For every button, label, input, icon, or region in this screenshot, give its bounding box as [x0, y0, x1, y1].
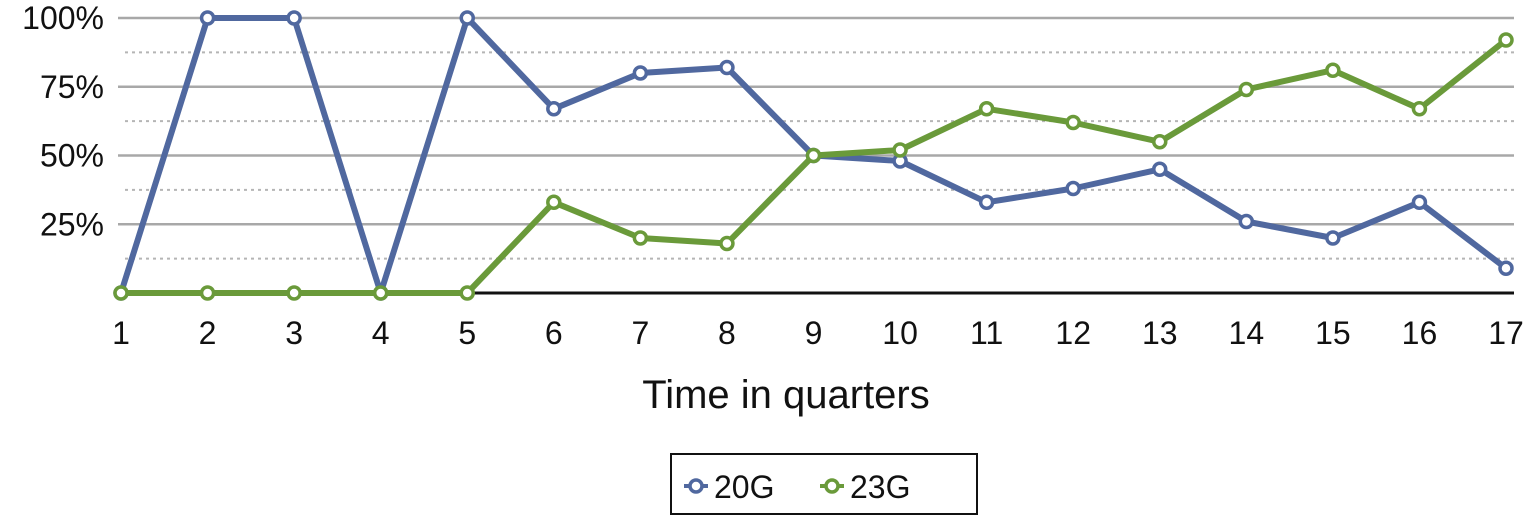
- x-tick-label: 11: [970, 315, 1003, 351]
- data-point-20g: [546, 101, 562, 117]
- data-point-23g: [1325, 62, 1341, 78]
- data-point-23g: [1152, 134, 1168, 150]
- grid-lines: [118, 16, 1514, 260]
- data-point-20g: [1238, 213, 1255, 230]
- x-tick-label: 15: [1315, 315, 1351, 351]
- data-point-20g: [286, 10, 302, 26]
- x-tick-label: 14: [1229, 315, 1265, 351]
- series-layer: [113, 10, 1514, 301]
- series-line-23g: [118, 37, 1509, 296]
- data-point-20g: [1325, 230, 1341, 246]
- x-tick-label: 10: [882, 315, 918, 351]
- data-point-20g: [199, 10, 216, 26]
- legend-label-23g: 23G: [850, 469, 910, 505]
- x-tick-label: 16: [1402, 315, 1438, 351]
- data-point-20g: [1152, 161, 1168, 177]
- x-tick-label: 8: [718, 315, 736, 351]
- data-point-23g: [113, 285, 129, 301]
- legend: 20G 23G: [670, 453, 978, 515]
- data-point-20g: [1498, 260, 1514, 276]
- x-tick-label: 17: [1488, 315, 1524, 351]
- y-tick-label: 75%: [40, 69, 104, 105]
- data-point-23g: [978, 101, 995, 117]
- x-tick-label: 5: [458, 315, 476, 351]
- data-point-20g: [632, 65, 649, 81]
- y-tick-labels: 25% 50% 75% 100%: [22, 0, 104, 242]
- legend-label-20g: 20G: [714, 469, 774, 505]
- data-point-23g: [1238, 81, 1255, 98]
- legend-marker-20g: [688, 478, 704, 494]
- x-tick-label: 13: [1142, 315, 1178, 351]
- data-point-23g: [805, 147, 822, 164]
- x-tick-label: 7: [631, 315, 649, 351]
- data-point-23g: [546, 194, 562, 210]
- data-point-23g: [199, 285, 216, 301]
- data-point-23g: [1498, 32, 1514, 48]
- x-tick-labels: 1 2 3 4 5 6 7 8 9 10 11 12 13 14 15 16 17: [112, 315, 1524, 351]
- x-tick-label: 4: [372, 315, 390, 351]
- data-point-23g: [632, 230, 649, 246]
- legend-marker-23g: [824, 478, 840, 494]
- x-tick-label: 9: [805, 315, 823, 351]
- data-point-20g: [719, 59, 735, 76]
- data-point-23g: [892, 142, 908, 158]
- x-tick-label: 2: [199, 315, 217, 351]
- data-point-23g: [1411, 101, 1428, 117]
- x-axis-title: Time in quarters: [642, 373, 930, 417]
- x-tick-label: 6: [545, 315, 563, 351]
- data-point-20g: [459, 10, 475, 26]
- y-tick-label: 25%: [40, 206, 104, 242]
- data-point-23g: [372, 285, 389, 301]
- data-point-20g: [1411, 194, 1428, 210]
- x-tick-label: 3: [285, 315, 303, 351]
- data-point-23g: [286, 285, 302, 301]
- data-point-23g: [719, 235, 735, 252]
- y-tick-label: 100%: [22, 0, 104, 36]
- y-tick-label: 50%: [40, 138, 104, 174]
- data-point-20g: [1065, 180, 1081, 197]
- data-point-23g: [1065, 114, 1081, 131]
- data-point-23g: [459, 285, 475, 301]
- series-23g: [113, 32, 1514, 301]
- x-tick-label: 12: [1055, 315, 1091, 351]
- x-tick-label: 1: [112, 315, 130, 351]
- data-point-20g: [978, 194, 995, 210]
